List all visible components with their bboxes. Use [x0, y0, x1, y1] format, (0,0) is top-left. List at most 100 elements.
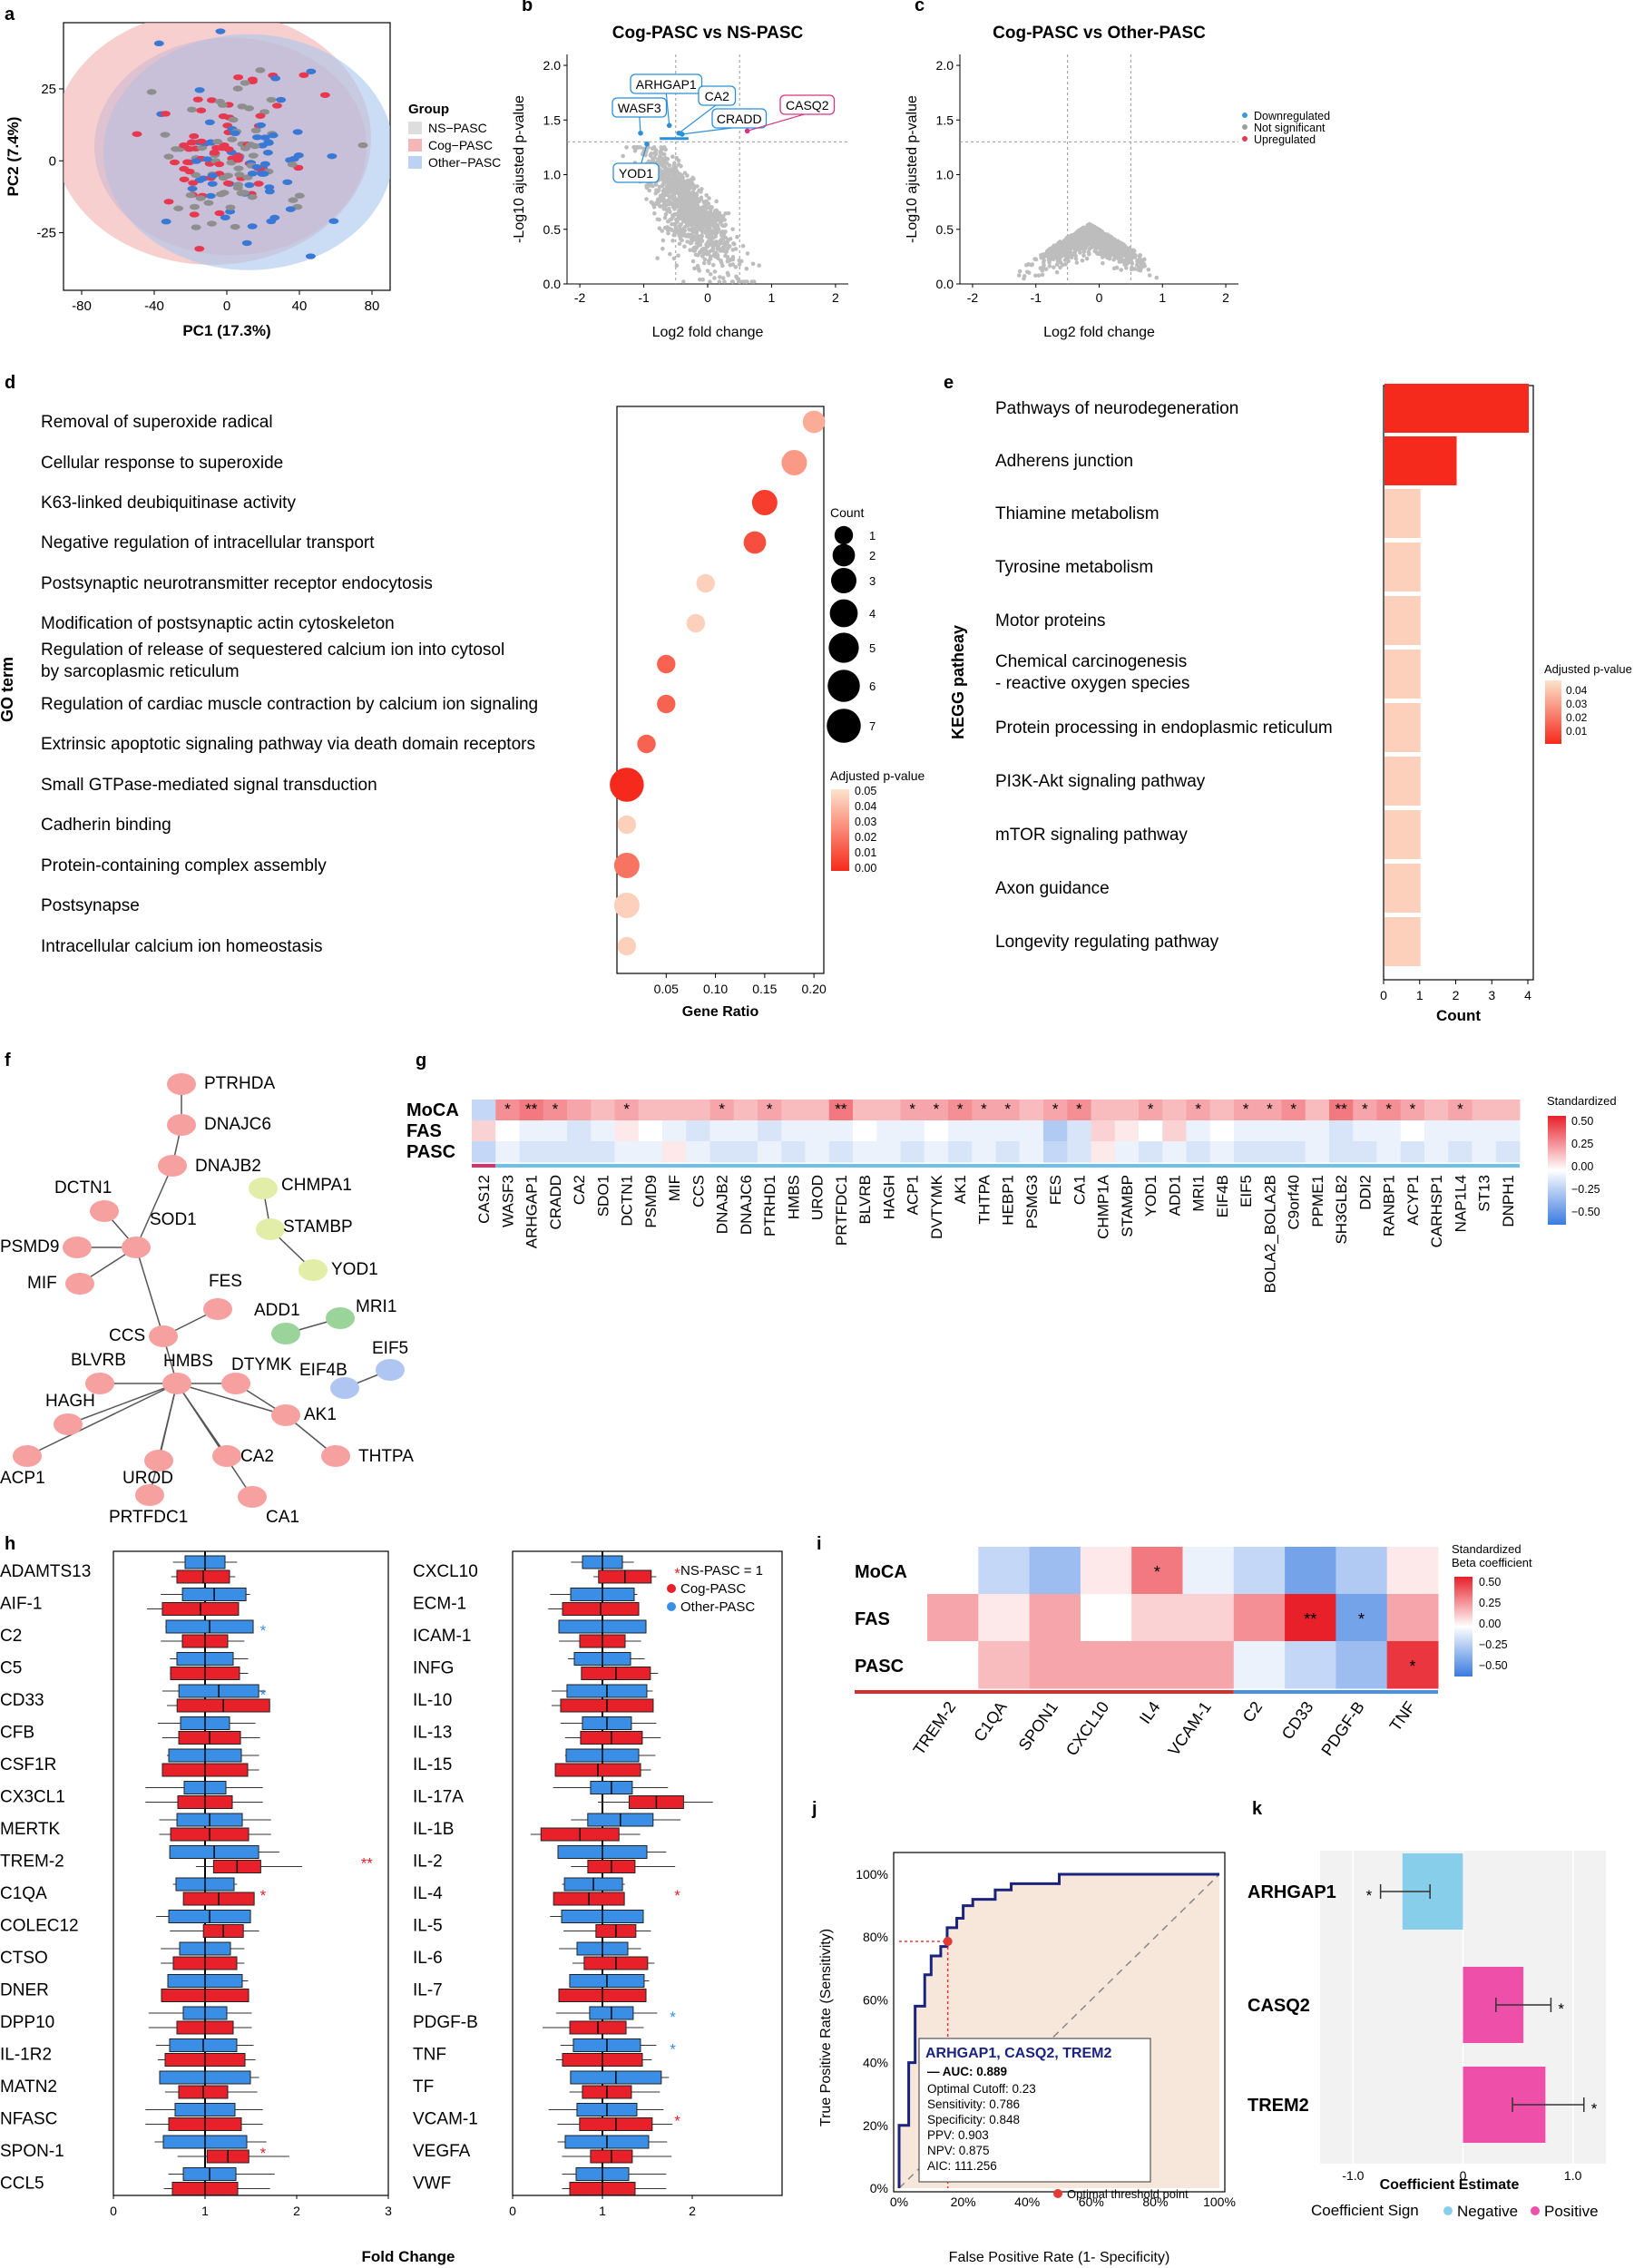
- volcano-point: [700, 218, 706, 223]
- volcano-point: [679, 185, 684, 190]
- volcano-point: [720, 276, 726, 280]
- volcano-point: [1017, 269, 1022, 274]
- network-node-label: PSMD9: [0, 1237, 59, 1256]
- volcano-point: [659, 160, 663, 164]
- pca-point: [212, 139, 223, 145]
- significance-star: **: [361, 1855, 374, 1872]
- pca-point: [233, 165, 244, 171]
- go-dot: [751, 489, 778, 516]
- gene-label: CA2: [705, 89, 729, 103]
- pca-point: [298, 72, 309, 78]
- volcano-point: [692, 266, 697, 271]
- volcano-point: [718, 275, 722, 279]
- panel-a-xtick: 80: [365, 298, 380, 314]
- volcano-point: [1024, 262, 1029, 268]
- network-node-ccs: [149, 1325, 178, 1347]
- heatmap-cell: [900, 1100, 925, 1121]
- volcano-point: [700, 234, 705, 239]
- panel-c-xtick: 2: [1222, 290, 1229, 305]
- go-term-label: Small GTPase-mediated signal transductio…: [41, 776, 377, 795]
- panel-a-plot: [64, 23, 390, 270]
- panel-b-ylabel: -Log10 ajusted p-value: [512, 95, 527, 243]
- significance-star: *: [260, 1887, 267, 1904]
- heatmap-cell: [591, 1100, 615, 1121]
- network-node-label: FES: [209, 1272, 242, 1291]
- pca-point: [251, 163, 262, 171]
- pca-point: [171, 146, 181, 152]
- volcano-point: [715, 212, 719, 218]
- heatmap-cell: [614, 1120, 640, 1142]
- kegg-label: Thiamine metabolism: [995, 504, 1159, 523]
- volcano-point: [652, 210, 657, 216]
- count-legend-dot: [827, 670, 860, 702]
- volcano-point: [663, 156, 668, 161]
- pca-point: [319, 92, 330, 98]
- go-term-label: Postsynaptic neurotransmitter receptor e…: [41, 574, 433, 593]
- panel-d-count-label: 1: [869, 529, 876, 543]
- significance-star: *: [670, 2041, 676, 2058]
- volcano-point: [725, 246, 730, 251]
- volcano-point: [683, 184, 688, 190]
- chance-line: [898, 1873, 1220, 2189]
- volcano-point: [1125, 261, 1130, 266]
- volcano-point: [713, 254, 718, 259]
- heatmap-cell: [1285, 1594, 1336, 1642]
- gene-label-box: [612, 97, 668, 118]
- volcano-point: [1101, 260, 1105, 266]
- volcano-point: [679, 233, 683, 238]
- network-node-label: MRI1: [356, 1297, 396, 1316]
- heatmap-cell: [1285, 1547, 1336, 1595]
- pca-point: [259, 171, 269, 177]
- volcano-point: [710, 246, 716, 251]
- volcano-point: [708, 279, 712, 284]
- pca-point: [225, 204, 236, 210]
- volcano-point: [670, 193, 675, 198]
- heatmap-cell: [1186, 1100, 1211, 1121]
- heatmap-cell: [1131, 1594, 1183, 1642]
- volcano-point: [665, 200, 670, 205]
- panel-j-xtick: 40%: [1014, 2195, 1040, 2209]
- volcano-point: [1088, 232, 1092, 238]
- volcano-point: [693, 221, 698, 227]
- kegg-label: - reactive oxygen species: [995, 674, 1189, 693]
- panel-a-ytick: -25: [36, 226, 56, 241]
- volcano-point: [1080, 258, 1085, 263]
- panel-k-gene-label: CASQ2: [1248, 1996, 1310, 2016]
- kegg-bar: [1384, 810, 1421, 859]
- heatmap-cell: [805, 1141, 830, 1163]
- panel-i-col-label: IL4: [1136, 1698, 1164, 1727]
- heatmap-cell: [591, 1120, 615, 1142]
- heatmap-cell: [1067, 1120, 1091, 1142]
- pca-point: [269, 214, 280, 221]
- network-node-label: YOD1: [331, 1260, 378, 1279]
- go-term-label: Protein-containing complex assembly: [41, 856, 327, 875]
- pca-point: [201, 156, 212, 162]
- volcano-point: [668, 210, 672, 214]
- panel-e-p-colorbar: [1545, 680, 1561, 744]
- panel-b-ytick: 1.5: [543, 112, 562, 127]
- network-edge: [135, 1165, 173, 1248]
- network-edge: [135, 1246, 164, 1337]
- volcano-point: [1062, 249, 1066, 254]
- volcano-point: [696, 225, 701, 230]
- count-legend-dot: [829, 599, 858, 628]
- network-node-prtfdc1: [135, 1484, 164, 1506]
- pca-point: [182, 159, 193, 165]
- heatmap-cell: [1376, 1141, 1402, 1163]
- panel-d-xtick: 0.10: [703, 982, 728, 996]
- panel-g-gene-label: MIF: [666, 1175, 683, 1201]
- volcano-point: [1016, 273, 1022, 278]
- heatmap-cell: [1376, 1120, 1402, 1142]
- panel-a-xtick: -80: [72, 298, 92, 314]
- kegg-label: Motor proteins: [995, 611, 1105, 631]
- pca-point: [282, 179, 293, 185]
- panel-d-xtick: 0.20: [802, 982, 827, 996]
- volcano-point: [1111, 257, 1116, 262]
- network-node-hagh: [54, 1413, 83, 1435]
- volcano-point: [712, 219, 718, 224]
- heatmap-cell: [1091, 1141, 1116, 1163]
- panel-c-legend-item: Not significant: [1254, 122, 1326, 134]
- pca-point: [184, 168, 195, 175]
- go-dot: [613, 852, 640, 879]
- volcano-point: [1058, 245, 1062, 250]
